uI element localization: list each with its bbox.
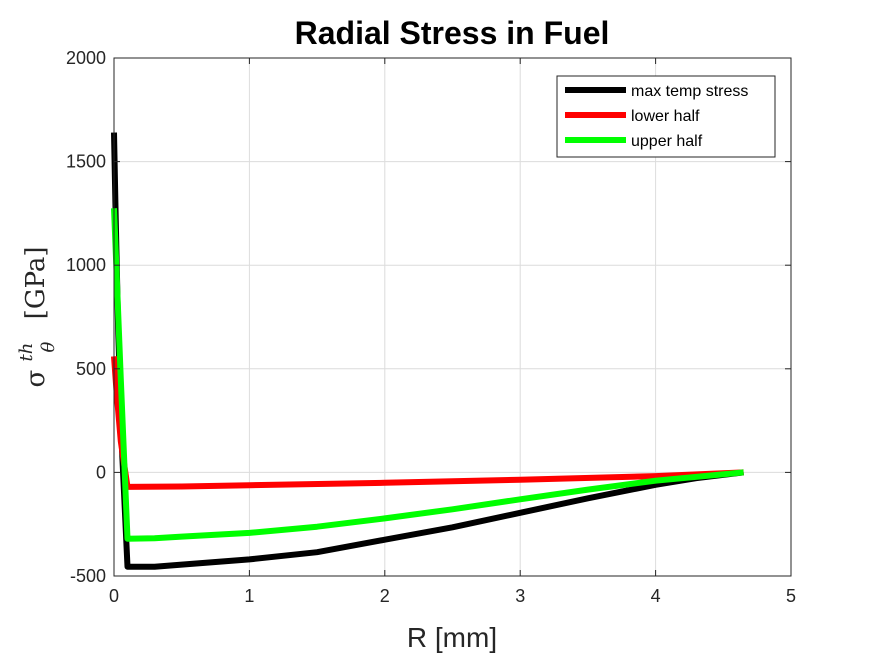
- x-tick-label: 0: [109, 586, 119, 606]
- legend: max temp stress lower half upper half: [556, 75, 776, 158]
- axes-frame: [113, 57, 792, 577]
- y-axis-label-subscript: θ: [38, 341, 59, 352]
- y-axis-label: σ th θ [GPa]: [9, 246, 61, 387]
- x-tick-label: 5: [786, 586, 796, 606]
- x-tick-label: 3: [515, 586, 525, 606]
- y-axis-label-superscript: th: [16, 343, 37, 362]
- y-tick-label: 1500: [66, 152, 106, 172]
- y-tick-label: 1000: [66, 255, 106, 275]
- y-axis-label-unit: [GPa]: [21, 246, 51, 319]
- y-tick-label: 2000: [66, 48, 106, 68]
- x-axis-label: R [mm]: [407, 622, 497, 653]
- series-line-lower-half: [111, 356, 744, 490]
- y-tick-label: -500: [70, 566, 106, 586]
- x-tick-label: 1: [244, 586, 254, 606]
- chart-title: Radial Stress in Fuel: [295, 15, 610, 51]
- y-tick-label: 500: [76, 359, 106, 379]
- series-line-upper-half: [111, 208, 744, 542]
- y-axis-label-symbol: σ: [21, 370, 51, 388]
- legend-label-upper-half: upper half: [631, 133, 703, 150]
- grid: [114, 58, 791, 576]
- x-tick-label: 4: [651, 586, 661, 606]
- legend-label-max-temp-stress: max temp stress: [631, 83, 748, 100]
- legend-label-lower-half: lower half: [631, 108, 700, 125]
- y-tick-label: 0: [96, 462, 106, 482]
- x-tick-label: 2: [380, 586, 390, 606]
- series-layer: [111, 132, 744, 570]
